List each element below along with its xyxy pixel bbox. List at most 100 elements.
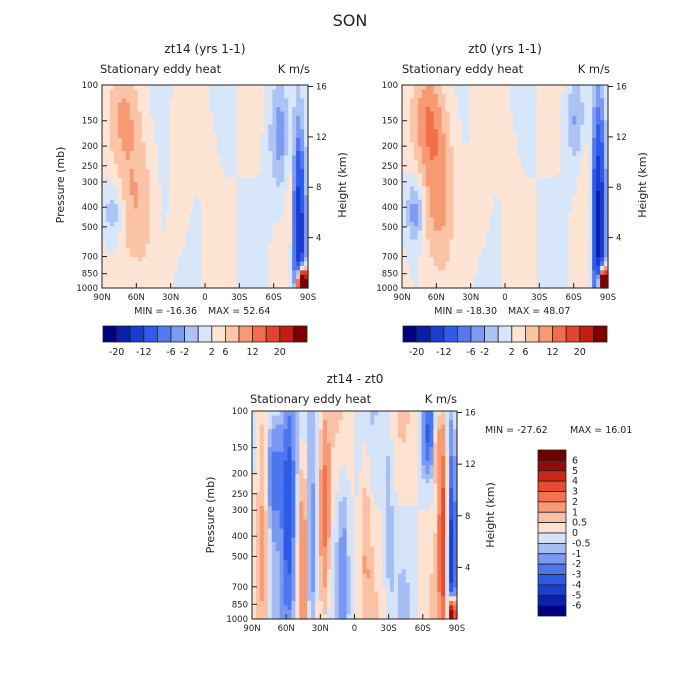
heatmap-cell [560,279,566,285]
heatmap-cell [512,182,518,188]
heatmap-cell [512,195,518,201]
heatmap-cell [224,137,230,143]
heatmap-cell [449,89,455,95]
heatmap-cell [137,182,143,188]
heatmap-cell [228,124,234,130]
heatmap-cell [453,208,459,214]
heatmap-cell [441,252,447,258]
heatmap-cell [169,85,174,91]
heatmap-cell [552,89,558,95]
heatmap-cell [477,155,482,161]
heatmap-cell [161,137,166,143]
heatmap-cell [548,195,554,201]
heatmap-cell [121,89,127,95]
heatmap-cell [485,102,490,108]
heatmap-cell [516,85,522,91]
heatmap-cell [236,279,242,285]
heatmap-cell [568,279,573,285]
heatmap-cell [512,124,518,130]
heatmap-cell [548,89,554,95]
heatmap-cell [433,160,439,166]
heatmap-cell [421,93,427,99]
heatmap-cell [125,133,131,139]
heatmap-cell [228,226,234,232]
heatmap-cell [489,111,494,117]
heatmap-cell [193,195,198,201]
heatmap-cell [449,283,455,289]
heatmap-cell [193,129,198,135]
heatmap-cell [540,212,546,218]
heatmap-cell [576,235,581,241]
panel-subtitle: Stationary eddy heat [402,62,524,76]
heatmap-cell [469,212,474,218]
heatmap-cell [280,243,285,249]
heatmap-cell [405,199,411,205]
heatmap-cell [212,217,218,223]
heatmap-cell [193,265,198,271]
heatmap-cell [102,142,107,148]
heatmap-cell [457,102,463,108]
heatmap-cell [477,164,482,170]
heatmap-cell [532,124,538,130]
heatmap-cell [165,164,170,170]
heatmap-cell [244,93,250,99]
heatmap-cell [129,177,135,183]
heatmap-cell [453,190,459,196]
heatmap-cell [497,85,502,91]
heatmap-cell [441,133,447,139]
heatmap-cell [489,98,494,104]
heatmap-cell [584,261,589,267]
heatmap-cell [216,85,222,91]
heatmap-cell [248,261,254,267]
y-tick-label: 100 [382,81,398,91]
heatmap-cell [284,164,289,170]
heatmap-cell [592,142,597,148]
colorbar-label: 20 [574,347,586,358]
heatmap-cell [117,124,123,130]
heatmap-cell [528,98,534,104]
heatmap-cell [276,248,281,254]
heatmap-cell [268,168,273,174]
heatmap-cell [528,195,534,201]
heatmap-cell [516,221,522,227]
colorbar-label: -6 [166,347,175,358]
heatmap-cell [421,239,427,245]
heatmap-cell [292,137,297,143]
heatmap-cell [236,221,242,227]
heatmap-cell [205,212,210,218]
heatmap-cell [540,151,546,157]
heatmap-cell [508,182,514,188]
colorbar-swatch [238,325,254,343]
heatmap-cell [177,283,182,289]
heatmap-cell [212,261,218,267]
heatmap-cell [445,137,451,143]
heatmap-cell [280,208,285,214]
heatmap-cell [224,164,230,170]
heatmap-cell [205,102,210,108]
heatmap-cell [449,85,455,91]
heatmap-cell [173,212,178,218]
heatmap-cell [413,142,419,148]
heatmap-cell [220,226,226,232]
heatmap-cell [193,248,198,254]
heatmap-cell [216,212,222,218]
heatmap-cell [157,124,163,130]
heatmap-cell [489,115,494,121]
heatmap-cell [145,261,151,267]
heatmap-cell [121,102,127,108]
heatmap-cell [461,230,466,236]
heatmap-cell [304,107,309,113]
heatmap-cell [276,129,281,135]
heatmap-cell [402,270,407,276]
heatmap-cell [572,195,577,201]
colorbar-swatch [565,325,581,343]
heatmap-cell [516,111,522,117]
heatmap-cell [173,252,178,258]
heatmap-cell [417,89,423,95]
heatmap-cell [145,248,151,254]
heatmap-cell [449,124,455,130]
heatmap-cell [248,173,254,179]
heatmap-cell [113,102,119,108]
heatmap-cell [441,107,447,113]
heatmap-cell [417,208,423,214]
